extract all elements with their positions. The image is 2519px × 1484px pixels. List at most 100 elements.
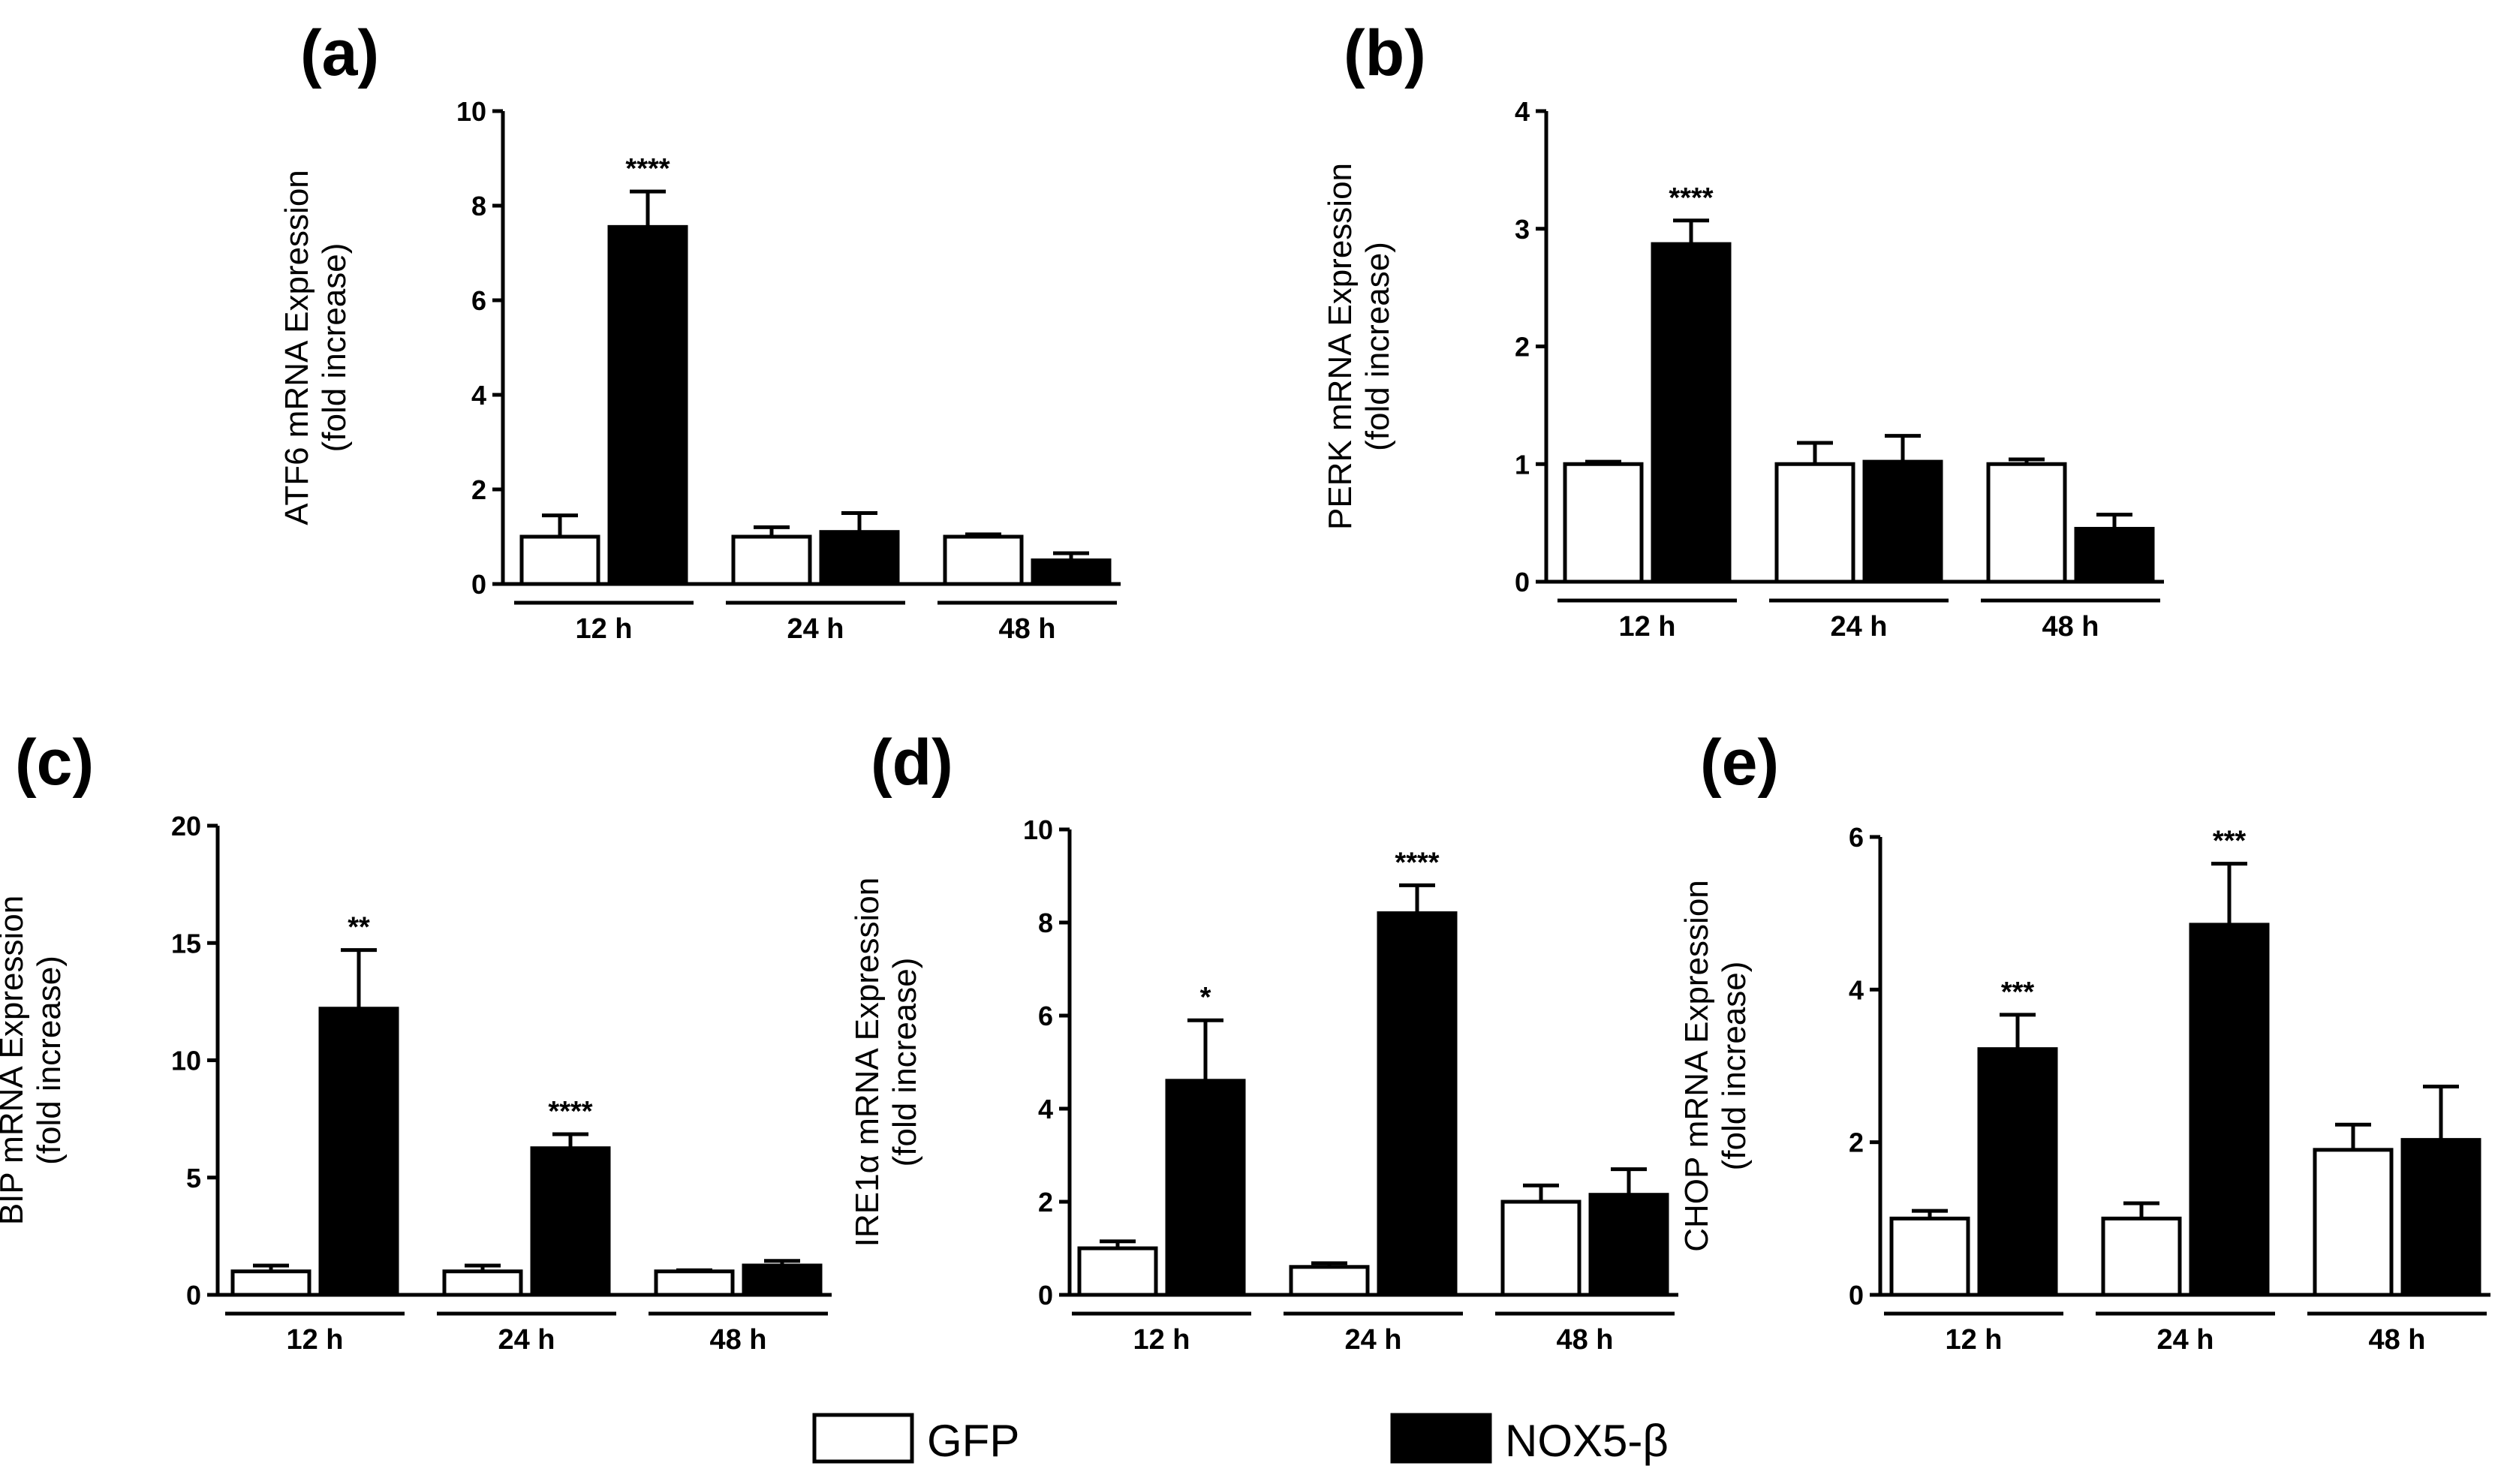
chart-panel-2: (b) 0 1 2 3 4 PERK mRNA Expression(fold increa…	[1322, 17, 2164, 643]
y-tick-label: 4	[1515, 96, 1530, 127]
bar-nox5	[2074, 526, 2155, 584]
legend-swatch-nox5	[1390, 1413, 1492, 1464]
bar-gfp	[1986, 462, 2067, 584]
significance-label: *	[1200, 982, 1211, 1013]
y-axis-label: IRE1α mRNA Expression(fold increase)	[849, 877, 923, 1248]
y-axis-label-line: ATF6 mRNA Expression	[278, 170, 315, 525]
bar-nox5	[607, 224, 688, 586]
bar-nox5	[318, 1007, 399, 1297]
y-axis-label-line: (fold increase)	[31, 956, 68, 1165]
y-axis-label: BIP mRNA Expression(fold increase)	[0, 896, 68, 1225]
y-tick-label: 0	[186, 1280, 201, 1311]
bar-gfp	[1077, 1246, 1158, 1297]
y-tick-label: 1	[1515, 449, 1530, 480]
bar-gfp	[1289, 1265, 1370, 1297]
y-axis-label: CHOP mRNA Expression(fold increase)	[1678, 880, 1753, 1252]
group-label: 12 h	[286, 1324, 343, 1356]
y-axis-label-line: BIP mRNA Expression	[0, 896, 30, 1225]
group-label: 48 h	[2368, 1324, 2425, 1356]
group-label: 12 h	[1133, 1324, 1190, 1356]
bar-gfp	[654, 1269, 735, 1297]
y-axis-label-line: PERK mRNA Expression	[1322, 163, 1359, 530]
y-tick-label: 2	[1849, 1127, 1864, 1158]
group-label: 24 h	[787, 613, 844, 645]
y-tick-label: 4	[1849, 974, 1864, 1005]
bar-nox5	[742, 1263, 823, 1297]
group-label: 24 h	[2156, 1324, 2214, 1356]
y-tick-label: 4	[471, 380, 486, 411]
bar-nox5	[530, 1146, 611, 1297]
y-tick-label: 0	[1849, 1280, 1864, 1311]
bar-gfp	[2101, 1216, 2182, 1297]
panel-label: (c)	[15, 727, 94, 799]
significance-label: ***	[2001, 977, 2035, 1008]
bar-gfp	[519, 534, 600, 586]
y-tick-label: 2	[1038, 1187, 1053, 1218]
bar-nox5	[1651, 242, 1732, 584]
chart-panel-5: (e) 0 2 4 6 CHOP mRNA Expression(fold increas…	[1678, 727, 2490, 1356]
bar-gfp	[1563, 462, 1644, 584]
y-tick-label: 2	[1515, 332, 1530, 363]
y-tick-label: 10	[171, 1046, 201, 1076]
bar-nox5	[1165, 1079, 1246, 1297]
y-axis-label: PERK mRNA Expression(fold increase)	[1322, 163, 1396, 530]
y-axis-label: ATF6 mRNA Expression(fold increase)	[278, 170, 353, 525]
group-label: 12 h	[1945, 1324, 2002, 1356]
legend-swatch-gfp	[812, 1413, 914, 1464]
significance-label: ***	[2213, 826, 2247, 857]
legend-label-gfp: GFP	[927, 1416, 1019, 1466]
y-tick-label: 15	[171, 928, 201, 959]
significance-label: ****	[1669, 182, 1713, 214]
bar-nox5	[2400, 1138, 2481, 1297]
panel-label: (e)	[1700, 727, 1779, 799]
y-tick-label: 6	[1038, 1001, 1053, 1031]
group-label: 12 h	[575, 613, 632, 645]
group-label: 24 h	[1830, 611, 1887, 643]
y-tick-label: 2	[471, 474, 486, 505]
group-label: 48 h	[2042, 611, 2099, 643]
panel-label: (d)	[871, 727, 953, 799]
y-tick-label: 3	[1515, 214, 1530, 245]
significance-label: **	[348, 912, 370, 944]
legend: GFP NOX5-β	[812, 1413, 1669, 1466]
y-tick-label: 20	[171, 811, 201, 841]
bar-gfp	[943, 534, 1024, 586]
y-tick-label: 8	[1038, 908, 1053, 938]
y-axis-label-line: (fold increase)	[1359, 242, 1396, 451]
group-label: 48 h	[709, 1324, 766, 1356]
y-axis-label-line: (fold increase)	[886, 958, 923, 1167]
chart-panel-4: (d) 0 2 4 6 8 10 IRE1α mRNA Expression(fold inc…	[849, 727, 1678, 1356]
bar-gfp	[1500, 1200, 1582, 1297]
chart-panel-3: (c) 0 5 10 15 20 BIP mRNA Expression(fold incr…	[0, 727, 832, 1356]
significance-label: ****	[625, 153, 670, 185]
y-tick-label: 4	[1038, 1094, 1053, 1124]
bar-nox5	[1862, 459, 1943, 584]
bar-gfp	[442, 1269, 523, 1297]
y-tick-label: 6	[471, 285, 486, 316]
group-label: 12 h	[1618, 611, 1675, 643]
bar-nox5	[819, 530, 900, 586]
bar-nox5	[2189, 923, 2270, 1297]
bar-gfp	[230, 1269, 311, 1297]
y-tick-label: 0	[471, 569, 486, 600]
group-label: 48 h	[1556, 1324, 1613, 1356]
group-label: 24 h	[498, 1324, 555, 1356]
chart-panel-1: (a) 0 2 4 6 8 10 ATF6 mRNA Expression(fold incr…	[278, 17, 1121, 645]
bar-nox5	[1377, 911, 1458, 1297]
y-axis-label-line: IRE1α mRNA Expression	[849, 877, 886, 1248]
group-label: 48 h	[998, 613, 1055, 645]
y-axis-label-line: (fold increase)	[316, 243, 353, 453]
bar-gfp	[2313, 1148, 2394, 1297]
panel-label: (b)	[1344, 17, 1426, 89]
y-tick-label: 0	[1038, 1280, 1053, 1311]
y-axis-label-line: (fold increase)	[1716, 962, 1753, 1171]
bar-gfp	[1774, 462, 1855, 584]
legend-label-nox5: NOX5-β	[1505, 1416, 1669, 1466]
y-tick-label: 8	[471, 191, 486, 221]
bar-gfp	[731, 534, 812, 586]
y-tick-label: 10	[456, 96, 486, 127]
bar-nox5	[1977, 1047, 2058, 1297]
y-tick-label: 6	[1849, 822, 1864, 853]
